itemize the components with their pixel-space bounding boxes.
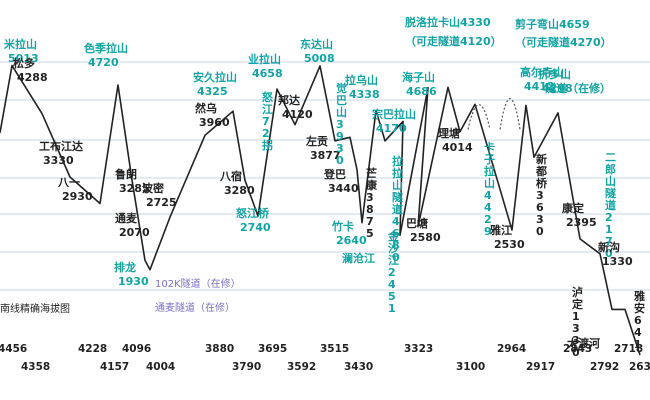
tunnel-bump — [499, 98, 521, 130]
x-tick-label: 3323 — [404, 343, 433, 355]
point-label: 怒江桥 2740 — [236, 206, 271, 234]
point-label: 色季拉山 4720 — [84, 41, 128, 69]
x-tick-label: 2964 — [497, 343, 526, 355]
x-tick-label: 2631 — [629, 361, 650, 373]
x-tick-label: 2792 — [590, 361, 619, 373]
point-label: 左贡 3877 — [305, 134, 341, 162]
annotation: 怒江 7 2 拐 — [262, 90, 274, 152]
annotation: 102K隧道（在修） — [155, 277, 241, 290]
point-label: 业拉山 4658 — [248, 52, 283, 80]
annotation: 通麦隧道（在修） — [155, 301, 235, 314]
x-tick-label: 3100 — [456, 361, 485, 373]
point-label: 然乌 3960 — [195, 101, 230, 129]
elevation-line — [0, 64, 641, 356]
x-tick-label: 4004 — [146, 361, 175, 373]
x-tick-label: 3880 — [205, 343, 234, 355]
point-label: 鲁朗 3285 — [115, 167, 150, 195]
x-tick-label: 4157 — [100, 361, 129, 373]
x-tick-label: 3695 — [258, 343, 287, 355]
point-label: 康定 2395 — [562, 201, 597, 229]
point-label: 折多山 4298 — [538, 67, 573, 95]
point-label: 宗巴拉山 4170 — [372, 107, 416, 135]
x-tick-label: 3515 — [320, 343, 349, 355]
point-label: 巴塘 2580 — [406, 216, 441, 244]
grid-lines — [0, 61, 650, 291]
point-label: 觉巴山 3 9 3 0 — [336, 81, 347, 167]
tunnel-bump — [467, 104, 491, 130]
annotation: 剪子弯山4659 — [515, 17, 590, 31]
point-label: 米拉山 5013 — [3, 37, 39, 65]
annotation: 大渡河 — [567, 336, 600, 350]
point-label: 海子山 4686 — [402, 70, 437, 98]
annotation: （可走隧道4270） — [515, 35, 612, 49]
point-label: 芒康 3 8 7 5 — [366, 166, 378, 240]
point-label: 登巴 3440 — [323, 167, 359, 195]
point-label: 拉拉山隧道 4 6 8 0 — [392, 154, 403, 264]
point-label: 理塘 4014 — [438, 126, 473, 154]
point-label: 新沟 1330 — [598, 240, 633, 268]
annotation: 澜沧江 — [342, 251, 375, 265]
point-label: 高尔寺山 4412 — [520, 65, 564, 93]
point-label: 波密 2725 — [142, 181, 177, 209]
x-tick-label: 2917 — [526, 361, 555, 373]
point-label: 通麦 2070 — [115, 211, 150, 239]
annotation: 隧道（在修） — [545, 81, 611, 95]
point-label: 安久拉山 4325 — [193, 70, 237, 98]
annotation: （可走隧道4120） — [405, 34, 502, 48]
point-label: 八宿 3280 — [219, 169, 255, 197]
x-tick-label: 4456 — [0, 343, 27, 355]
point-label: 八一 2930 — [57, 176, 93, 203]
point-label: 二郎山隧道 2 1 7 0 — [605, 151, 616, 260]
point-label: 卡子拉山 4 4 2 9 — [484, 140, 495, 238]
point-label: 拉乌山 4338 — [345, 73, 380, 101]
point-label: 邦达 4120 — [278, 93, 313, 121]
x-tick-label: 3592 — [287, 361, 316, 373]
point-label: 金沙江 2 4 5 1 — [387, 229, 400, 315]
x-tick-label: 2843 — [563, 343, 592, 355]
point-label: 排龙 1930 — [114, 260, 149, 288]
annotation: 脱洛拉卡山4330 — [405, 15, 491, 29]
x-tick-label: 4096 — [122, 343, 151, 355]
point-label: 新都桥 3 6 3 0 — [535, 152, 548, 238]
point-label: 雅江 2530 — [490, 223, 525, 251]
x-axis-ticks: 4456 4358 4228 4157 4096 4004 3880 3790 36953592… — [0, 343, 650, 373]
point-label: 雅安 6 4 1 — [634, 289, 645, 351]
x-tick-label: 3430 — [344, 361, 373, 373]
point-label: 东达山 5008 — [300, 37, 335, 65]
x-tick-label: 3790 — [232, 361, 261, 373]
point-label: 松多 4288 — [13, 56, 48, 84]
point-label: 泸定 1 3 3 0 — [572, 285, 583, 359]
x-tick-label: 4358 — [21, 361, 50, 373]
x-tick-label: 4228 — [78, 343, 107, 355]
chart-title: 南线精确海拔图 — [0, 302, 70, 315]
tunnel-dotted-segments — [467, 98, 521, 130]
point-label: 竹卡 2640 — [331, 219, 367, 247]
x-tick-label: 2718 — [614, 343, 643, 355]
point-label: 工布江达 3330 — [39, 139, 83, 167]
